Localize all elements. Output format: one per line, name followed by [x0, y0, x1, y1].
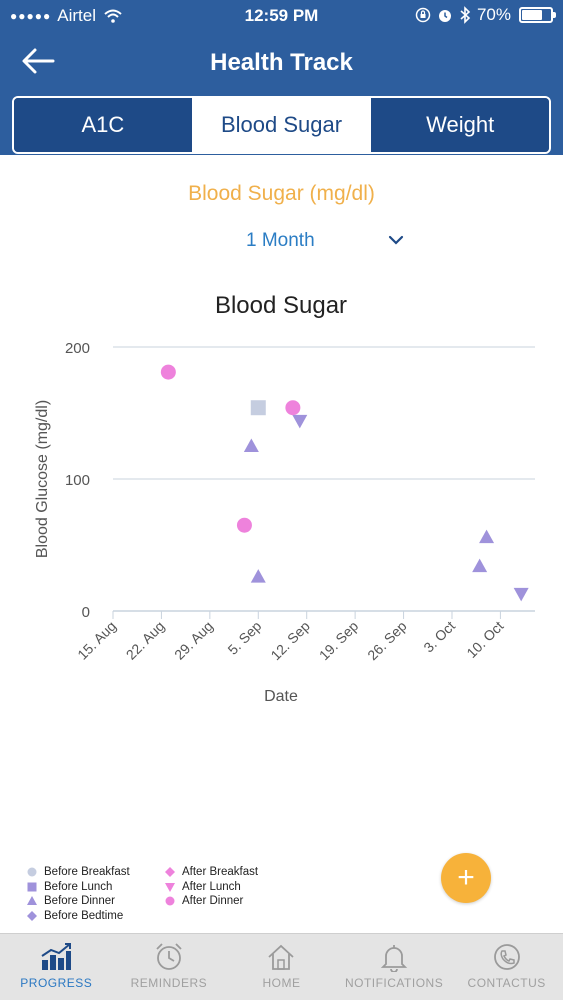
- legend-label: Before Dinner: [44, 895, 115, 907]
- wifi-icon: [104, 9, 122, 23]
- segment-weight[interactable]: Weight: [370, 98, 549, 152]
- tab-label: NOTIFICATIONS: [344, 976, 444, 990]
- segment-a1c[interactable]: A1C: [14, 98, 192, 152]
- back-arrow-icon: [22, 48, 55, 74]
- legend-label: After Lunch: [182, 880, 241, 893]
- chart-legend: Before Breakfast Before Lunch Before Dinne…: [26, 865, 326, 925]
- phone-icon: [493, 944, 520, 970]
- chart-title: Blood Sugar: [215, 292, 347, 319]
- legend-item: Before Lunch: [26, 880, 112, 894]
- x-axis-label: Date: [264, 688, 298, 705]
- tab-contactus[interactable]: CONTACTUS: [450, 934, 563, 1000]
- back-button[interactable]: [20, 46, 60, 80]
- legend-item: Before Bedtime: [26, 909, 123, 923]
- legend-label: After Breakfast: [182, 866, 259, 878]
- blood-sugar-chart: Blood Sugar 0 100 200 15. Aug 22. Aug 29. Aug 5…: [34, 292, 535, 705]
- app-header: Health Track: [0, 32, 563, 94]
- x-tick-label: 5. Sep: [224, 618, 264, 658]
- data-point: [160, 364, 176, 380]
- tab-progress[interactable]: PROGRESS: [0, 934, 113, 1000]
- data-point: [250, 400, 266, 416]
- rotation-lock-icon: [415, 7, 431, 23]
- legend-marker-icon: [165, 882, 175, 892]
- status-bar: ●●●●● Airtel 12:59 PM 70%: [0, 0, 563, 32]
- battery-fill: [522, 10, 542, 20]
- house-icon: [268, 944, 295, 970]
- data-point: [250, 569, 266, 583]
- carrier-name: Airtel: [57, 6, 96, 25]
- y-tick-label: 100: [65, 472, 90, 489]
- segment-blood-sugar[interactable]: Blood Sugar: [191, 98, 371, 152]
- y-tick-label: 0: [82, 604, 90, 621]
- x-tick-label: 15. Aug: [74, 618, 119, 663]
- x-tick-label: 26. Sep: [364, 618, 410, 664]
- add-button[interactable]: +: [441, 853, 491, 903]
- bar-chart-icon: [41, 943, 72, 970]
- x-tick-label: 19. Sep: [316, 618, 362, 664]
- tab-label: HOME: [262, 976, 301, 990]
- section-title: Blood Sugar (mg/dl): [188, 182, 375, 205]
- top-bar: ●●●●● Airtel 12:59 PM 70%: [0, 0, 563, 155]
- legend-item: After Lunch: [164, 880, 241, 894]
- legend-item: Before Breakfast: [26, 865, 130, 879]
- data-point: [472, 558, 488, 573]
- tab-label: REMINDERS: [130, 976, 208, 990]
- alarm-icon: [438, 10, 451, 22]
- data-point: [285, 400, 301, 416]
- legend-label: Before Lunch: [44, 880, 113, 893]
- legend-marker-icon: [165, 896, 175, 906]
- tab-home[interactable]: HOME: [225, 934, 338, 1000]
- y-axis-label: Blood Glucose (mg/dl): [34, 400, 51, 558]
- x-tick-label: 10. Oct: [463, 618, 506, 661]
- alarm-clock-icon: [156, 943, 182, 970]
- page-title: Health Track: [210, 49, 353, 76]
- legend-marker-icon: [27, 910, 37, 921]
- signal-dots-icon: ●●●●●: [10, 9, 52, 23]
- chevron-down-icon: [388, 235, 404, 245]
- data-point: [236, 517, 252, 533]
- legend-marker-icon: [27, 867, 37, 877]
- legend-marker-icon: [27, 896, 37, 905]
- period-dropdown[interactable]: 1 Month: [210, 228, 410, 256]
- data-point: [243, 438, 259, 452]
- bluetooth-icon: [460, 6, 471, 24]
- tab-reminders[interactable]: REMINDERS: [113, 934, 226, 1000]
- status-time: 12:59 PM: [244, 6, 319, 25]
- y-tick-label: 200: [65, 340, 90, 357]
- data-point: [479, 529, 495, 544]
- data-point: [513, 587, 529, 602]
- battery-percent: 70%: [476, 5, 511, 24]
- legend-marker-icon: [27, 882, 37, 891]
- segment-control: A1C Blood Sugar Weight: [12, 96, 551, 154]
- bottom-tab-bar: PROGRESS REMINDERS HOME NOTIFICATIONS CO…: [0, 933, 563, 1000]
- legend-marker-icon: [165, 867, 175, 877]
- tab-label: PROGRESS: [20, 976, 93, 990]
- x-tick-label: 12. Sep: [267, 618, 313, 664]
- legend-item: Before Dinner: [26, 894, 115, 908]
- tab-notifications[interactable]: NOTIFICATIONS: [338, 934, 451, 1000]
- legend-label: Before Breakfast: [44, 866, 130, 878]
- bell-icon: [380, 945, 408, 972]
- x-tick-label: 3. Oct: [420, 618, 458, 656]
- legend-label: Before Bedtime: [44, 909, 124, 922]
- period-value: 1 Month: [246, 230, 315, 251]
- battery-icon: [519, 7, 556, 23]
- tab-label: CONTACTUS: [467, 976, 546, 990]
- legend-label: After Dinner: [182, 895, 244, 907]
- legend-item: After Dinner: [164, 894, 243, 908]
- x-tick-label: 29. Aug: [171, 618, 216, 663]
- x-tick-label: 22. Aug: [123, 618, 168, 663]
- data-point: [292, 414, 308, 429]
- legend-item: After Breakfast: [164, 865, 258, 879]
